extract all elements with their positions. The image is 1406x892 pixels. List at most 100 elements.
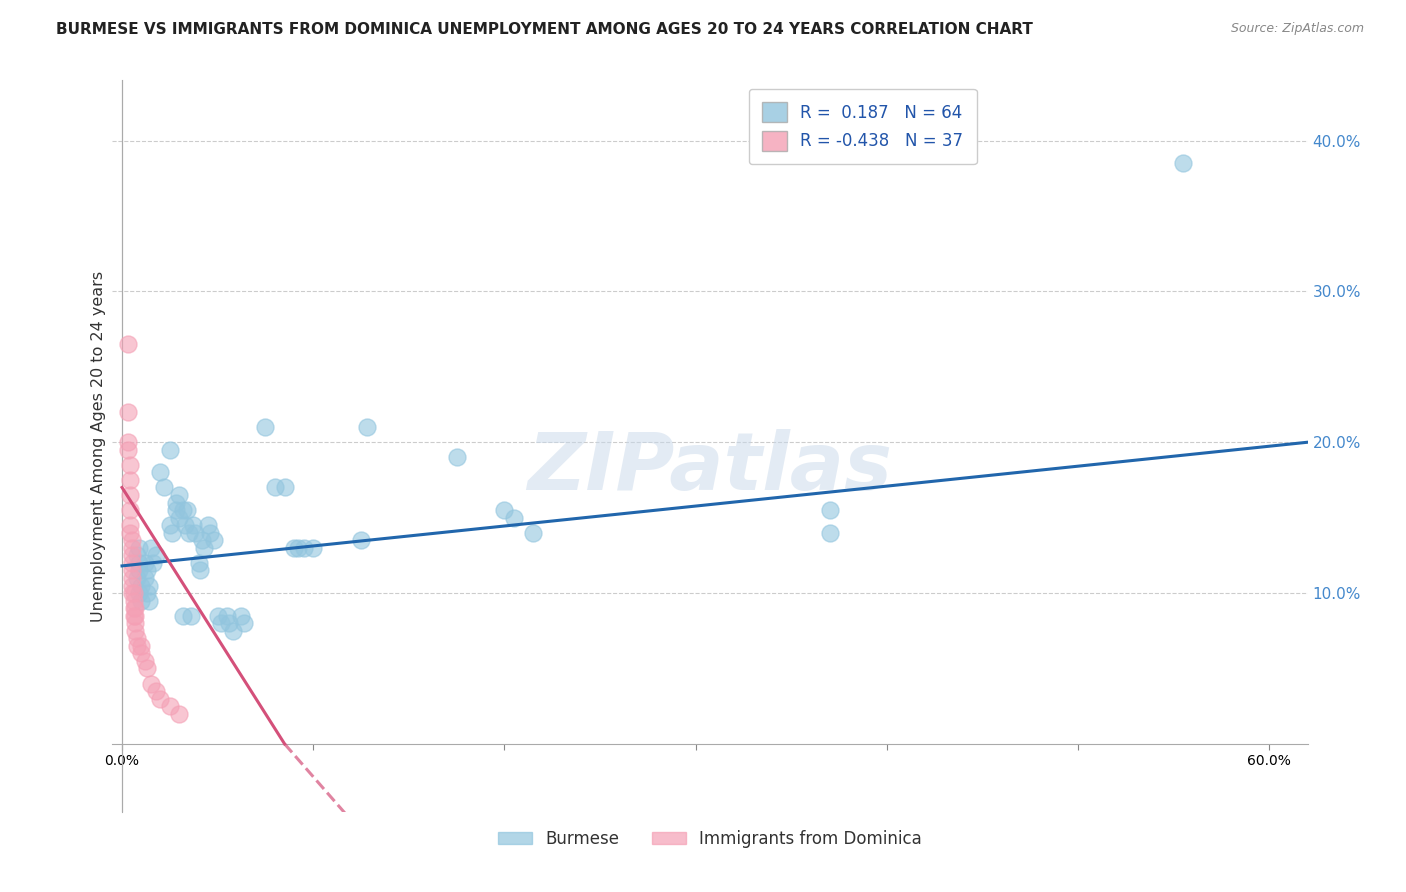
Point xyxy=(118,473,141,487)
Point xyxy=(124,608,146,623)
Point xyxy=(139,676,162,690)
Point xyxy=(254,420,277,434)
Point xyxy=(129,578,152,592)
Point xyxy=(128,541,150,555)
Point xyxy=(134,556,156,570)
Point xyxy=(233,616,256,631)
Point xyxy=(169,510,191,524)
Point xyxy=(183,525,205,540)
Point xyxy=(134,571,156,585)
Point xyxy=(121,533,143,548)
Point xyxy=(135,563,157,577)
Point xyxy=(118,525,141,540)
Point xyxy=(128,556,150,570)
Point xyxy=(197,518,219,533)
Point xyxy=(446,450,468,465)
Text: BURMESE VS IMMIGRANTS FROM DOMINICA UNEMPLOYMENT AMONG AGES 20 TO 24 YEARS CORRE: BURMESE VS IMMIGRANTS FROM DOMINICA UNEM… xyxy=(56,22,1033,37)
Point xyxy=(149,466,172,480)
Point xyxy=(202,533,225,548)
Text: Source: ZipAtlas.com: Source: ZipAtlas.com xyxy=(1230,22,1364,36)
Point xyxy=(127,632,149,646)
Point xyxy=(117,435,139,450)
Point xyxy=(138,593,160,607)
Point xyxy=(122,593,145,607)
Point xyxy=(172,608,194,623)
Point xyxy=(145,684,167,698)
Point xyxy=(503,510,526,524)
Point xyxy=(177,525,200,540)
Point xyxy=(149,691,172,706)
Point xyxy=(287,541,309,555)
Point xyxy=(160,525,183,540)
Point xyxy=(283,541,305,555)
Point xyxy=(187,556,209,570)
Point xyxy=(138,578,160,592)
Point xyxy=(127,639,149,653)
Point xyxy=(159,699,181,714)
Point xyxy=(121,541,143,555)
Point xyxy=(124,616,146,631)
Legend: Burmese, Immigrants from Dominica: Burmese, Immigrants from Dominica xyxy=(492,823,928,855)
Point xyxy=(302,541,325,555)
Point xyxy=(217,608,239,623)
Point xyxy=(172,503,194,517)
Point xyxy=(218,616,240,631)
Point xyxy=(174,518,197,533)
Point xyxy=(1173,156,1195,170)
Point xyxy=(222,624,245,638)
Point xyxy=(350,533,373,548)
Point xyxy=(121,556,143,570)
Point xyxy=(128,563,150,577)
Point xyxy=(129,593,152,607)
Point xyxy=(121,549,143,563)
Point xyxy=(124,624,146,638)
Point xyxy=(818,503,841,517)
Point xyxy=(153,480,176,494)
Text: ZIPatlas: ZIPatlas xyxy=(527,429,893,507)
Point xyxy=(117,442,139,457)
Point xyxy=(165,495,187,509)
Point xyxy=(127,549,149,563)
Point xyxy=(522,525,544,540)
Point xyxy=(134,654,156,668)
Point xyxy=(273,480,295,494)
Point xyxy=(127,571,149,585)
Point xyxy=(818,525,841,540)
Point xyxy=(169,488,191,502)
Point xyxy=(122,601,145,615)
Point xyxy=(190,563,212,577)
Point xyxy=(292,541,315,555)
Point xyxy=(122,608,145,623)
Point xyxy=(159,518,181,533)
Point xyxy=(165,503,187,517)
Point xyxy=(135,661,157,675)
Point xyxy=(128,586,150,600)
Point xyxy=(129,639,152,653)
Point xyxy=(181,518,204,533)
Point xyxy=(211,616,233,631)
Point xyxy=(159,442,181,457)
Point xyxy=(142,556,165,570)
Point xyxy=(122,586,145,600)
Point xyxy=(121,563,143,577)
Point xyxy=(117,337,139,351)
Y-axis label: Unemployment Among Ages 20 to 24 years: Unemployment Among Ages 20 to 24 years xyxy=(91,270,105,622)
Point xyxy=(129,646,152,660)
Point xyxy=(117,405,139,419)
Point xyxy=(207,608,229,623)
Point xyxy=(193,541,215,555)
Point xyxy=(118,518,141,533)
Point xyxy=(264,480,287,494)
Point xyxy=(176,503,198,517)
Point xyxy=(229,608,252,623)
Point xyxy=(121,586,143,600)
Point xyxy=(180,608,202,623)
Point xyxy=(135,586,157,600)
Point xyxy=(118,488,141,502)
Point xyxy=(118,503,141,517)
Point xyxy=(139,541,162,555)
Point xyxy=(124,601,146,615)
Point xyxy=(169,706,191,721)
Point xyxy=(145,549,167,563)
Point xyxy=(121,571,143,585)
